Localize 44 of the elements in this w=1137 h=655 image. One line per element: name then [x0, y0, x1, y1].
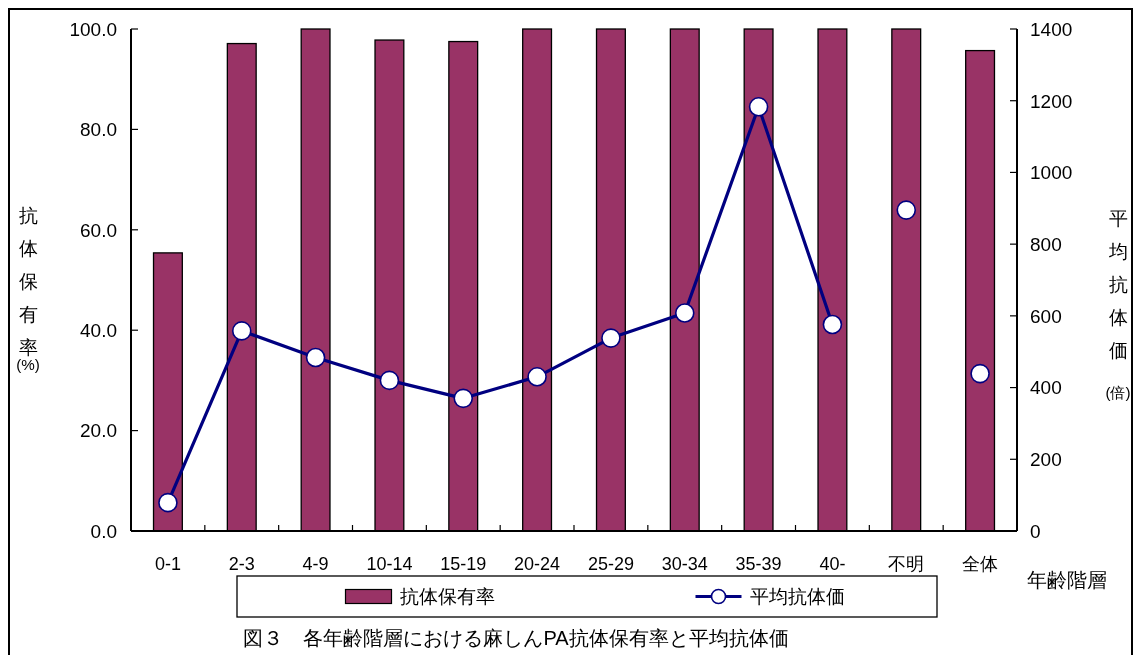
point — [748, 97, 769, 117]
text: 平均抗体価(倍) — [1105, 208, 1131, 401]
point — [674, 303, 695, 323]
x-tick-label: 15-19 — [440, 554, 487, 575]
point — [158, 492, 178, 513]
x-tick-label: 10-14 — [366, 554, 413, 575]
y-axis-title: 抗体保有率(%) — [16, 205, 40, 373]
legend-label: 平均抗体価 — [749, 586, 845, 608]
point — [601, 328, 621, 348]
y2-tick-label: 1000 — [1030, 162, 1073, 184]
x-tick-label: 不明 — [888, 554, 925, 575]
y2-tick-label: 400 — [1030, 377, 1062, 399]
y-tick-label: 40.0 — [80, 320, 117, 342]
x-tick-label: 4-9 — [302, 554, 329, 575]
x-tick-label: 2-3 — [228, 554, 255, 575]
x-tick-label: 35-39 — [735, 554, 782, 575]
y2-tick-label: 800 — [1030, 233, 1062, 255]
x-tick-label: 0-1 — [154, 554, 181, 575]
text: 図３ 各年齢階層における麻しんPA抗体保有率と平均抗体価 — [243, 627, 789, 649]
x-tick-label: 25-29 — [587, 554, 634, 575]
point — [305, 347, 326, 368]
point — [527, 367, 547, 387]
y-tick-label: 80.0 — [80, 119, 117, 141]
y2-tick-label: 1200 — [1030, 90, 1073, 112]
y2-tick-label: 1400 — [1030, 18, 1073, 40]
x-axis-title: 年齢階層 — [1027, 569, 1107, 591]
x-tick-label: 30-34 — [661, 554, 708, 575]
x-tick-label: 全体 — [962, 554, 999, 575]
y2-tick-label: 600 — [1030, 305, 1062, 327]
legend-label: 抗体保有率 — [399, 586, 495, 608]
y2-tick-label: 0 — [1030, 520, 1041, 542]
x-tick-label: 20-24 — [514, 554, 561, 575]
point — [379, 370, 400, 391]
point — [822, 314, 843, 335]
x-tick-label: 40- — [819, 554, 846, 575]
y-tick-label: 20.0 — [80, 420, 117, 442]
y2-tick-label: 200 — [1030, 449, 1062, 471]
y-tick-label: 100.0 — [69, 18, 117, 40]
y-tick-label: 0.0 — [90, 520, 117, 542]
y-tick-label: 60.0 — [80, 219, 117, 241]
point — [453, 388, 474, 409]
point — [231, 321, 252, 341]
point — [896, 200, 917, 220]
point — [970, 363, 990, 384]
